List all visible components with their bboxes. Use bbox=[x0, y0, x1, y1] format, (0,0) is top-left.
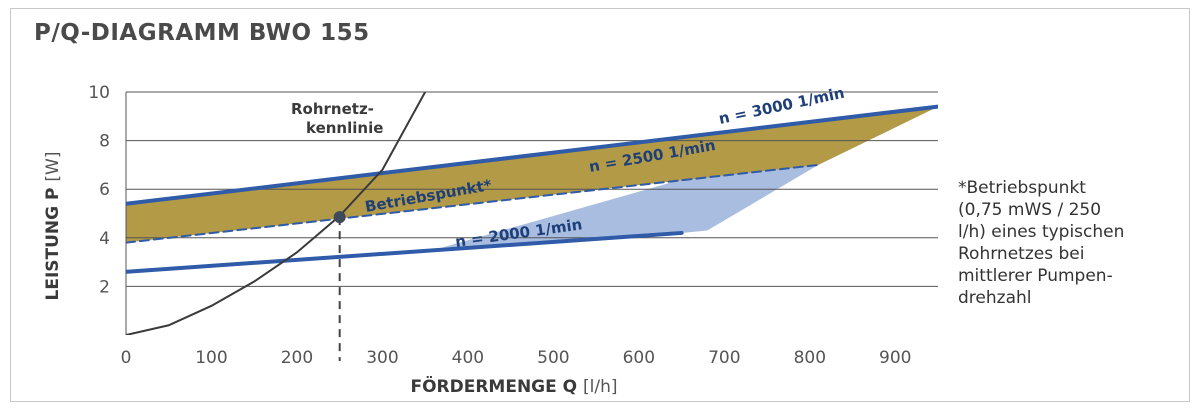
x-tick-label: 700 bbox=[708, 348, 740, 368]
series-line bbox=[126, 104, 938, 206]
y-tick-label: 8 bbox=[99, 132, 110, 152]
x-tick-label: 200 bbox=[281, 348, 313, 368]
chart-title: P/Q-DIAGRAMM BWO 155 bbox=[34, 20, 370, 46]
rohrnetz-label: kennlinie bbox=[306, 119, 383, 137]
y-tick-label: 4 bbox=[99, 229, 110, 249]
note-line: l/h) eines typischen bbox=[958, 222, 1125, 242]
note-line: mittlerer Pumpen- bbox=[958, 266, 1113, 286]
note-line: Rohrnetzes bei bbox=[958, 244, 1085, 264]
chart-frame bbox=[10, 8, 1190, 402]
x-axis-label: FÖRDERMENGE Q [l/h] bbox=[410, 375, 617, 397]
note-line: (0,75 mWS / 250 bbox=[958, 200, 1102, 220]
operating-point-note: *Betriebspunkt (0,75 mWS / 250 l/h) eine… bbox=[958, 177, 1190, 309]
x-tick-label: 900 bbox=[879, 348, 911, 368]
x-tick-label: 0 bbox=[121, 348, 132, 368]
rohrnetz-label: Rohrnetz- bbox=[291, 100, 374, 118]
series-line bbox=[126, 163, 820, 244]
x-tick-label: 500 bbox=[537, 348, 569, 368]
y-tick-label: 2 bbox=[99, 277, 110, 297]
operating-point-marker bbox=[333, 211, 346, 224]
rohrnetz-curve bbox=[126, 92, 427, 335]
y-tick-label: 6 bbox=[99, 180, 110, 200]
x-tick-label: 400 bbox=[452, 348, 484, 368]
x-tick-label: 800 bbox=[794, 348, 826, 368]
x-tick-label: 300 bbox=[366, 348, 398, 368]
x-tick-label: 600 bbox=[623, 348, 655, 368]
note-line: *Betriebspunkt bbox=[958, 178, 1086, 198]
series-line bbox=[126, 230, 684, 274]
x-tick-label: 100 bbox=[195, 348, 227, 368]
y-tick-label: 10 bbox=[88, 83, 110, 103]
note-line: drehzahl bbox=[958, 288, 1032, 308]
y-axis-label: LEISTUNG P [W] bbox=[43, 152, 63, 301]
